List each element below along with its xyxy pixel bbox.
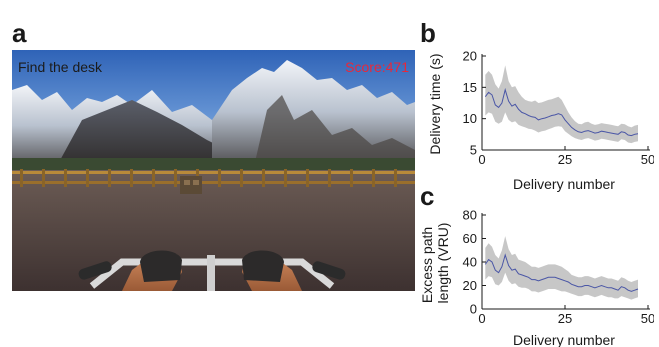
delivery-time-chart: 5 10 15 20 0 25 50 Delivery number Delivery ti…	[427, 49, 654, 193]
desk-object	[180, 176, 202, 194]
fence-rail-top	[12, 171, 415, 174]
left-hand	[122, 250, 182, 291]
handlebar	[78, 255, 346, 291]
y-tick-label: 60	[463, 231, 477, 246]
panel-label-b: b	[420, 18, 436, 48]
delivery-time-ylabel: Delivery time (s)	[427, 53, 443, 154]
delivery-time-confidence-band	[485, 65, 638, 144]
y-tick-label: 10	[463, 111, 477, 126]
confidence-band-area	[485, 236, 638, 300]
excess-path-ylabel-line-2: length (VRU)	[435, 223, 451, 304]
fence-posts	[20, 169, 397, 187]
x-tick-label: 0	[478, 152, 485, 167]
mean-line-path	[484, 253, 639, 292]
y-tick-label: 80	[463, 208, 477, 223]
excess-path-confidence-band	[485, 236, 638, 300]
right-hand	[242, 250, 302, 291]
x-tick-label: 50	[641, 152, 654, 167]
x-tick-label: 25	[558, 311, 572, 326]
game-screenshot: Find the desk Score:471	[12, 50, 415, 291]
y-tick-label: 15	[463, 80, 477, 95]
score-display: Score:471	[345, 59, 409, 75]
x-tick-label: 25	[558, 152, 572, 167]
excess-path-chart: 0 20 40 60 80 0 25 50 Delivery number Excess pa…	[419, 208, 654, 347]
y-tick-label: 20	[463, 278, 477, 293]
excess-path-xlabel: Delivery number	[513, 332, 615, 347]
excess-path-ylabel-line-1: Excess path	[419, 227, 435, 303]
mean-line-path	[484, 87, 639, 137]
confidence-band-area	[485, 65, 638, 144]
delivery-time-axes: 5 10 15 20 0 25 50	[463, 49, 654, 168]
delivery-time-mean-line	[484, 87, 639, 137]
excess-path-mean-line	[484, 253, 639, 292]
y-tick-label: 20	[463, 49, 477, 64]
mountains-dark	[52, 100, 242, 175]
panel-label-c: c	[420, 181, 435, 211]
fence-rail-bottom	[12, 181, 415, 184]
y-tick-label: 40	[463, 255, 477, 270]
y-tick-label: 5	[470, 143, 477, 158]
excess-path-axes: 0 20 40 60 80 0 25 50	[463, 208, 654, 327]
x-tick-label: 50	[641, 311, 654, 326]
task-prompt: Find the desk	[18, 59, 103, 75]
mountains-right-shade	[252, 95, 415, 175]
game-scene	[12, 50, 415, 291]
x-tick-label: 0	[478, 311, 485, 326]
excess-path-ylabel: Excess path length (VRU)	[419, 223, 451, 304]
y-tick-label: 0	[470, 302, 477, 317]
delivery-time-xlabel: Delivery number	[513, 176, 615, 192]
tree-line	[12, 158, 415, 170]
panel-label-a: a	[12, 18, 27, 48]
